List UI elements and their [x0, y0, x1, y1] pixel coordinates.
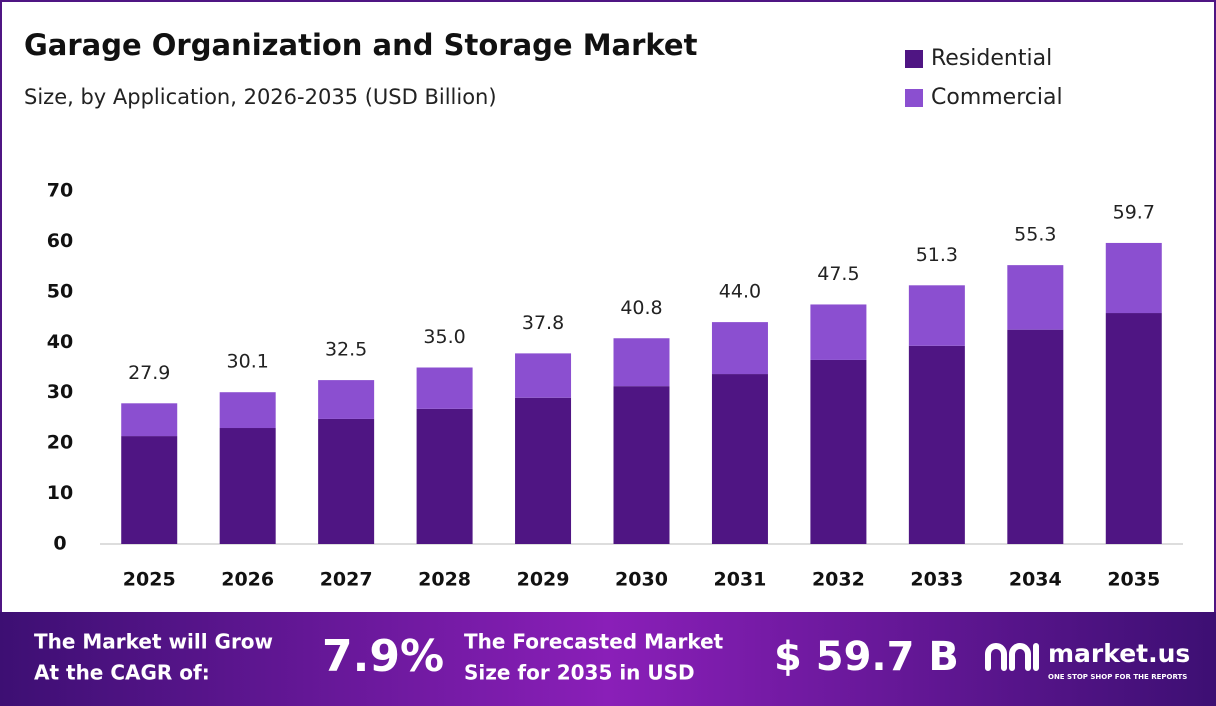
total-label: 51.3 [916, 244, 958, 266]
total-label: 32.5 [325, 339, 367, 361]
bar-segment [613, 386, 670, 544]
x-tick-label: 2030 [615, 569, 668, 591]
total-label: 37.8 [522, 312, 564, 334]
brand: market.us [1048, 639, 1190, 668]
bar-segment [416, 367, 473, 409]
total-label: 55.3 [1014, 224, 1056, 246]
bar-segment [318, 418, 375, 544]
chart-title: Garage Organization and Storage Market [24, 28, 698, 62]
total-label: 40.8 [620, 297, 662, 319]
bar-segment [121, 403, 178, 437]
y-tick-label: 50 [47, 280, 73, 302]
bar-segment [908, 345, 965, 544]
bar-segment [515, 397, 572, 544]
cagr-label: At the CAGR of: [34, 661, 210, 685]
bar-segment [121, 436, 178, 544]
y-tick-label: 40 [47, 331, 73, 353]
legend-label: Commercial [931, 85, 1063, 110]
bar-segment [219, 428, 276, 544]
bar-segment [515, 353, 572, 398]
legend-swatch [905, 89, 923, 107]
legend-swatch [905, 50, 923, 68]
x-tick-label: 2031 [714, 569, 767, 591]
chart-subtitle: Size, by Application, 2026-2035 (USD Bil… [24, 85, 497, 109]
total-label: 47.5 [817, 263, 859, 285]
y-tick-label: 70 [47, 180, 73, 202]
x-tick-label: 2033 [910, 569, 963, 591]
x-tick-label: 2029 [517, 569, 570, 591]
total-label: 44.0 [719, 281, 761, 303]
y-tick-label: 30 [47, 381, 73, 403]
total-label: 59.7 [1113, 201, 1155, 223]
tagline: ONE STOP SHOP FOR THE REPORTS [1048, 673, 1187, 681]
total-label: 30.1 [227, 351, 269, 373]
bar-segment [416, 408, 473, 544]
cagr-label: The Market will Grow [34, 630, 273, 654]
x-tick-label: 2035 [1107, 569, 1160, 591]
x-tick-label: 2025 [123, 569, 176, 591]
footer: The Market will Grow At the CAGR of: 7.9… [34, 630, 1190, 685]
x-tick-label: 2034 [1009, 569, 1062, 591]
y-tick-label: 10 [47, 482, 73, 504]
x-tick-label: 2032 [812, 569, 865, 591]
bar-segment [1007, 329, 1064, 544]
bar-segment [1007, 265, 1064, 330]
forecast-label: The Forecasted Market [464, 630, 724, 654]
x-tick-label: 2026 [221, 569, 274, 591]
bar-segment [318, 380, 375, 419]
x-tick-label: 2027 [320, 569, 373, 591]
legend-label: Residential [931, 46, 1052, 71]
total-label: 35.0 [423, 326, 465, 348]
x-tick-label: 2028 [418, 569, 471, 591]
y-tick-label: 0 [53, 533, 66, 555]
cagr-value: 7.9% [322, 631, 444, 682]
bar-segment [810, 359, 867, 544]
bar-segment [908, 285, 965, 346]
bar-segment [711, 374, 768, 544]
total-label: 27.9 [128, 362, 170, 384]
bar-segment [219, 392, 276, 429]
bar-segment [1105, 313, 1162, 544]
bar-segment [810, 304, 867, 360]
bar-segment [711, 322, 768, 375]
bar-segment [1105, 242, 1162, 314]
y-tick-label: 20 [47, 432, 73, 454]
brand-logo [985, 643, 1039, 671]
y-tick-label: 60 [47, 230, 73, 252]
forecast-value: $ 59.7 B [774, 634, 959, 680]
bar-segment [613, 338, 670, 387]
forecast-label: Size for 2035 in USD [464, 661, 695, 685]
